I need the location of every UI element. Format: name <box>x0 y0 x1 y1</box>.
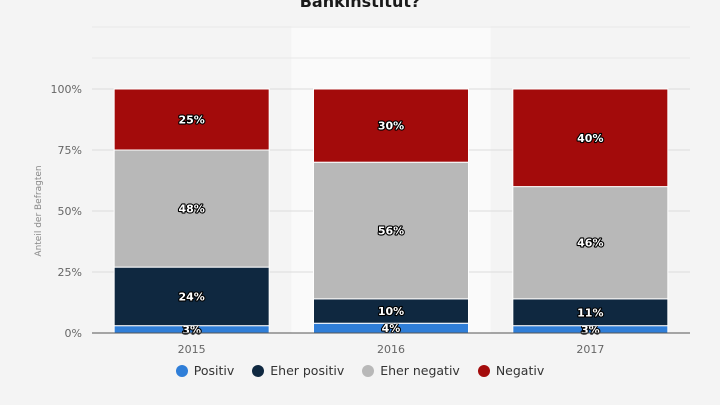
data-label: 4% <box>382 322 401 335</box>
y-tick-label: 0% <box>65 327 82 340</box>
data-label: 48% <box>178 203 204 216</box>
legend-label: Eher negativ <box>380 363 460 378</box>
data-label: 10% <box>378 305 404 318</box>
data-label: 25% <box>178 114 204 127</box>
legend-label: Eher positiv <box>270 363 345 378</box>
y-tick-label: 75% <box>58 144 82 157</box>
bar-segment[interactable] <box>512 186 669 300</box>
legend-item[interactable]: Positiv <box>175 363 235 378</box>
bar-segment[interactable] <box>313 88 469 163</box>
x-tick-label: 2015 <box>178 343 206 356</box>
data-label: 40% <box>577 132 603 145</box>
legend-item[interactable]: Eher negativ <box>362 363 460 378</box>
data-label: 30% <box>378 120 404 133</box>
bar-segment[interactable] <box>512 88 669 188</box>
chart-title: Bankinstitut? <box>299 0 421 11</box>
data-label: 11% <box>577 306 603 319</box>
bar-segment[interactable] <box>313 161 469 300</box>
bar-segment[interactable] <box>512 298 669 327</box>
chart-legend: Positiv Eher positiv Eher negativ Negativ <box>0 363 720 378</box>
data-label: 24% <box>178 290 204 303</box>
legend-marker-icon <box>362 364 375 377</box>
bar-segment[interactable] <box>313 298 469 324</box>
legend-item[interactable]: Negativ <box>477 363 545 378</box>
y-tick-label: 100% <box>51 83 82 96</box>
y-tick-label: 25% <box>58 266 82 279</box>
data-label: 46% <box>577 237 603 250</box>
x-tick-label: 2017 <box>576 343 604 356</box>
legend-label: Positiv <box>193 363 235 378</box>
x-tick-label: 2016 <box>377 343 405 356</box>
legend-item[interactable]: Eher positiv <box>252 363 344 378</box>
stacked-bar-chart: 0%25%50%75%100%Anteil der Befragten3%24%… <box>34 26 690 356</box>
bar-segment[interactable] <box>113 149 270 268</box>
y-tick-label: 50% <box>58 205 82 218</box>
legend-marker-icon <box>477 364 490 377</box>
legend-marker-icon <box>175 364 188 377</box>
bar-segment[interactable] <box>113 266 270 327</box>
data-label: 56% <box>378 225 404 238</box>
legend-label: Negativ <box>495 363 545 378</box>
y-axis-label: Anteil der Befragten <box>34 165 44 256</box>
legend-marker-icon <box>252 364 265 377</box>
bar-segment[interactable] <box>113 88 270 151</box>
